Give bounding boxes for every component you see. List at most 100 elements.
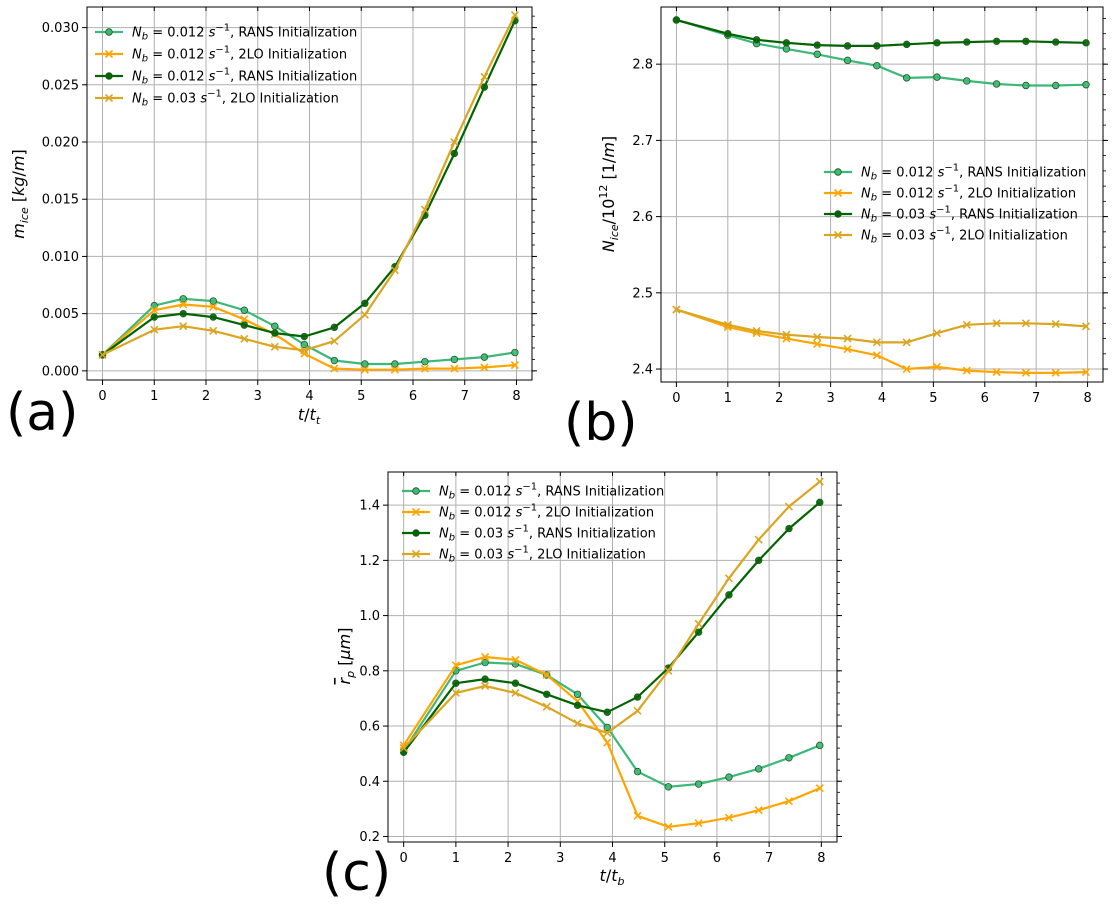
data-point [481,681,490,691]
data-point [664,666,673,675]
data-point [784,502,794,511]
data-point [1051,368,1060,377]
x-tick-label: 3 [826,391,834,406]
data-point [511,688,520,697]
data-point [873,42,881,50]
legend-marker [834,168,842,176]
data-point [150,301,158,310]
data-point [752,326,761,335]
data-point [360,310,369,319]
data-point [209,313,217,321]
data-point [603,728,612,737]
data-point [694,628,703,636]
legend: Nb = 0.012 s−1, RANS Initialization Nb = … [402,482,664,565]
legend-entry-label: Nb = 0.03 s−1, RANS Initialization [439,524,656,544]
data-point [150,313,158,321]
data-point [511,348,519,357]
data-point [664,783,673,791]
data-point [1082,81,1090,89]
data-point [902,40,911,49]
x-tick-label: 0 [98,389,106,404]
data-point [815,477,824,486]
y-tick-label: 2.8 [632,58,653,73]
data-point [1051,320,1060,329]
data-point [782,330,791,339]
x-tick-label: 7 [765,851,773,866]
series-line [101,297,516,366]
legend-entry-label: Nb = 0.012 s−1, 2LO Initialization [861,184,1076,204]
y-tick-label: 1.4 [359,499,380,514]
legend: Nb = 0.012 s−1, RANS Initialization Nb = … [95,23,357,109]
data-point [633,706,642,715]
data-point [543,690,551,698]
panel-label-a: (a) [6,383,78,443]
y-tick-label: 1.2 [359,554,380,569]
data-point [542,670,551,680]
data-point [633,767,642,776]
data-point [694,819,703,828]
data-point [754,765,763,773]
series-line [676,18,1087,87]
data-point [451,661,460,670]
data-point [843,56,852,65]
data-point [179,300,188,309]
data-point [420,364,429,373]
data-point [390,266,399,275]
x-tick-label: 8 [817,851,825,866]
data-point [843,42,852,50]
data-point [150,306,159,315]
x-tick-label: 1 [452,851,460,866]
y-tick-label: 2.4 [632,363,653,378]
y-tick-label: 0.4 [359,775,380,790]
y-tick-label: 0.015 [42,193,79,208]
data-point [724,574,733,583]
series-line [676,18,1087,48]
y-tick-label: 0.020 [42,136,79,151]
legend-entry-label: Nb = 0.012 s−1, RANS Initialization [439,482,664,502]
data-point [933,39,941,47]
series-line [402,501,821,753]
x-tick-label: 0 [672,391,680,406]
y-tick-label: 0.6 [359,720,380,735]
data-point [932,362,942,371]
legend-entry-label: Nb = 0.012 s−1, RANS Initialization [132,67,357,87]
legend-marker [105,28,113,36]
data-point [694,619,703,628]
x-tick-label: 3 [556,851,564,866]
x-tick-label: 6 [409,389,417,404]
x-axis-label: t/tt [298,405,321,427]
data-point [209,297,217,305]
panel-label-c: (c) [322,843,391,903]
data-point [725,591,733,599]
data-point [240,306,249,314]
data-point [752,36,761,44]
data-point [510,361,519,370]
data-point [603,738,612,747]
data-point [240,321,249,329]
data-point [754,806,763,815]
data-point [782,45,791,53]
data-point [902,338,911,347]
data-point [724,813,733,822]
data-point [1021,368,1030,377]
y-tick-label: 0.000 [42,364,79,379]
data-point [330,337,339,346]
subplot-c: 0 1 2 3 4 5 6 7 8 0.2 0.4 0.6 0.8 1.0 1.2 1.4 t/tb rp [μm… [335,471,842,888]
data-point [330,364,339,373]
y-axis-label: Nice/1012 [1/m] [597,136,621,252]
data-point [872,351,881,360]
legend-entry-label: Nb = 0.012 s−1, RANS Initialization [132,23,357,43]
legend-marker [833,230,843,240]
data-point [360,365,369,374]
data-point [782,39,791,47]
data-point [450,355,459,364]
data-point [150,325,159,334]
data-point [480,353,489,361]
data-point [902,364,911,374]
x-axis-label: t/tb [600,866,625,888]
x-tick-label: 7 [1032,391,1040,406]
data-point [481,675,489,683]
legend-entry-label: Nb = 0.03 s−1, 2LO Initialization [861,226,1068,246]
data-point [240,315,249,324]
data-point [785,754,793,762]
